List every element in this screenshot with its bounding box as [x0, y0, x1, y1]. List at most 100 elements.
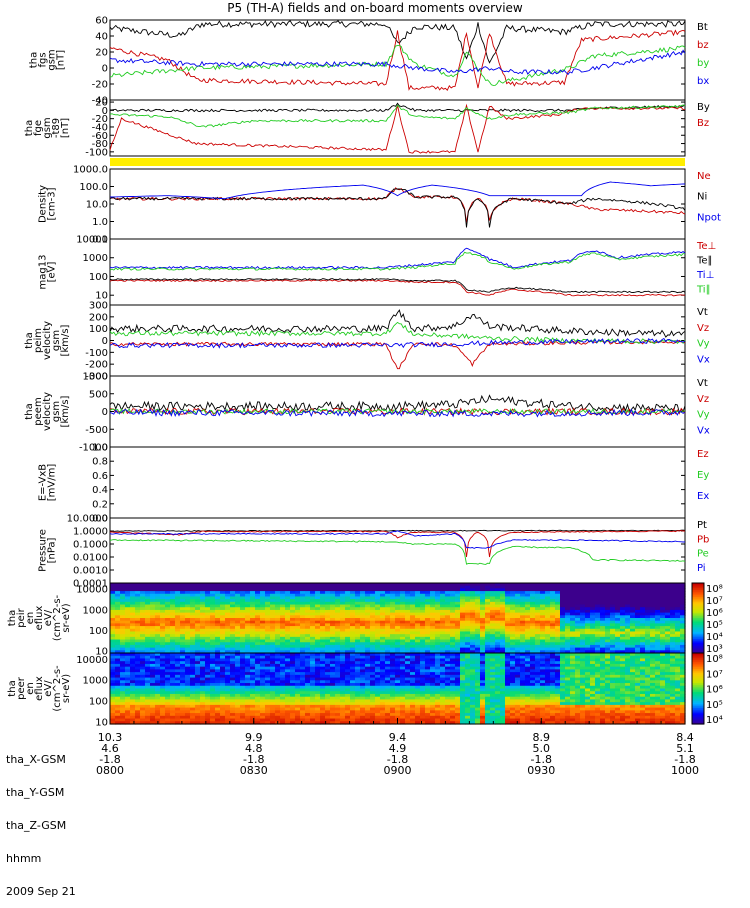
y-tick-label: 0.6 — [92, 471, 108, 482]
y-tick-label: -100 — [85, 147, 108, 158]
legend-blue: Ti⊥ — [696, 270, 714, 281]
legend-blue: bx — [697, 76, 709, 87]
series-line — [110, 280, 685, 296]
legend-blue: Ex — [697, 491, 709, 502]
y-axis-label: thafgegsm-t89[nT] — [24, 117, 71, 138]
legend-blue: Pi — [697, 563, 706, 574]
legend-black: Vt — [697, 307, 708, 318]
legend-red: Te⊥ — [696, 241, 716, 252]
y-tick-label: 10 — [95, 717, 108, 728]
legend-red: Pb — [697, 534, 709, 545]
colorbar-label: 10⁵ — [706, 700, 723, 711]
legend-green: Pe — [697, 549, 709, 560]
y-tick-label: 100 — [89, 626, 108, 637]
y-tick-label: 0.0100 — [73, 553, 108, 564]
legend-green: Ey — [697, 470, 709, 481]
panel-5: 3002001000-100-200-300thapeimvelocitygsm… — [24, 301, 710, 383]
y-axis-label: Density[cm-3] — [38, 185, 58, 223]
series-line — [110, 188, 685, 223]
colorbar-label: 10⁶ — [706, 608, 723, 619]
y-axis-label: thapeerenefluxeV/(cm^2-s-sr-eV) — [7, 665, 72, 712]
y-tick-label: 10.0 — [86, 200, 108, 211]
panel-8: 10.00001.00000.10000.01000.00100.0001Pre… — [38, 514, 710, 590]
y-axis-label: thapeimvelocitygsm[km/s] — [24, 321, 71, 360]
y-tick-label: 10000 — [76, 655, 108, 666]
colorbar-label: 10⁸ — [706, 584, 723, 595]
legend-black: Vt — [697, 378, 708, 389]
y-tick-label: 10000 — [76, 235, 108, 246]
y-tick-label: 1000 — [83, 676, 108, 687]
legend-red: Ez — [697, 449, 709, 460]
y-tick-label: 100.0 — [79, 182, 108, 193]
y-tick-label: 0.4 — [92, 485, 108, 496]
legend-red: Ne — [697, 171, 711, 182]
legend-green: Ti∥ — [696, 285, 711, 296]
x-tick-label: 0830 — [240, 764, 268, 777]
legend-red: Vz — [697, 323, 709, 334]
y-tick-label: 40 — [95, 32, 108, 43]
x-row-labels: tha_X-GSM tha_Y-GSM tha_Z-GSM hhmm 2009 … — [6, 732, 76, 908]
x-tick-label: 0930 — [527, 764, 555, 777]
y-tick-label: 200 — [89, 312, 108, 323]
series-line — [110, 531, 685, 549]
legend-black: Pt — [697, 520, 707, 531]
y-tick-label: 300 — [89, 301, 108, 312]
spectrogram — [110, 653, 686, 725]
legend-black: Te∥ — [696, 256, 713, 267]
panel-frame — [110, 518, 685, 583]
panel-3: 1000.0100.010.01.00.1Density[cm-3]NeNiNp… — [38, 165, 721, 246]
colorbar-label: 10⁶ — [706, 685, 723, 696]
y-tick-label: 1000 — [83, 372, 108, 383]
x-row-label: tha_X-GSM — [6, 754, 76, 765]
y-tick-label: -100 — [85, 348, 108, 359]
colorbar-label: 10⁷ — [706, 596, 723, 607]
series-line — [110, 252, 685, 270]
y-axis-label: mag13[eV] — [38, 255, 58, 290]
legend-blue: Vx — [697, 354, 710, 365]
y-tick-label: 1000 — [83, 253, 108, 264]
y-tick-label: 1.0 — [92, 443, 108, 454]
legend-red: bz — [697, 40, 709, 51]
y-axis-label: Pressure[nPa] — [38, 529, 58, 572]
y-tick-label: 1000.0 — [73, 165, 108, 176]
series-line — [110, 105, 685, 153]
y-tick-label: 10.0000 — [67, 514, 108, 525]
x-row-label: hhmm — [6, 853, 76, 864]
legend-red: Vz — [697, 394, 709, 405]
y-tick-label: 500 — [89, 389, 108, 400]
y-axis-label: thapeemvelocitygsm[km/s] — [24, 392, 71, 431]
y-tick-label: 0 — [102, 407, 108, 418]
x-tick-label: 0900 — [384, 764, 412, 777]
series-line — [110, 30, 685, 90]
x-tick-label: 1000 — [671, 764, 699, 777]
panel-2 — [110, 158, 685, 166]
legend-blue: Vx — [697, 425, 710, 436]
y-tick-label: 100 — [89, 324, 108, 335]
legend-black: Ni — [697, 192, 707, 203]
panel-10: 10000 1000 100 10 thapeerenefluxeV/(cm^2-s-s… — [7, 653, 723, 728]
y-axis-label: E=-VxB[mV/m] — [38, 464, 58, 502]
series-line — [110, 189, 685, 228]
colorbar-label: 10⁴ — [706, 632, 723, 643]
legend-black: By — [697, 102, 710, 113]
y-tick-label: 0.8 — [92, 457, 108, 468]
series-line — [110, 339, 685, 348]
y-axis-label: thapeirenefluxeV/(cm^2-s-sr-eV) — [7, 594, 72, 641]
y-tick-label: 100 — [89, 697, 108, 708]
y-tick-label: -200 — [85, 360, 108, 371]
colorbar-label: 10⁴ — [706, 715, 723, 726]
colorbar-label: 10⁷ — [706, 669, 723, 680]
spectrogram — [110, 583, 686, 654]
legend-black: Bt — [697, 22, 708, 33]
legend-blue: Npot — [697, 212, 721, 223]
y-tick-label: 10000 — [76, 585, 108, 596]
y-tick-label: 100 — [89, 272, 108, 283]
series-line — [110, 540, 685, 565]
y-tick-label: 0 — [102, 64, 108, 75]
panel-6: 10005000-500-1000thapeemvelocitygsm[km/s… — [24, 372, 710, 454]
y-tick-label: 0.1000 — [73, 540, 108, 551]
